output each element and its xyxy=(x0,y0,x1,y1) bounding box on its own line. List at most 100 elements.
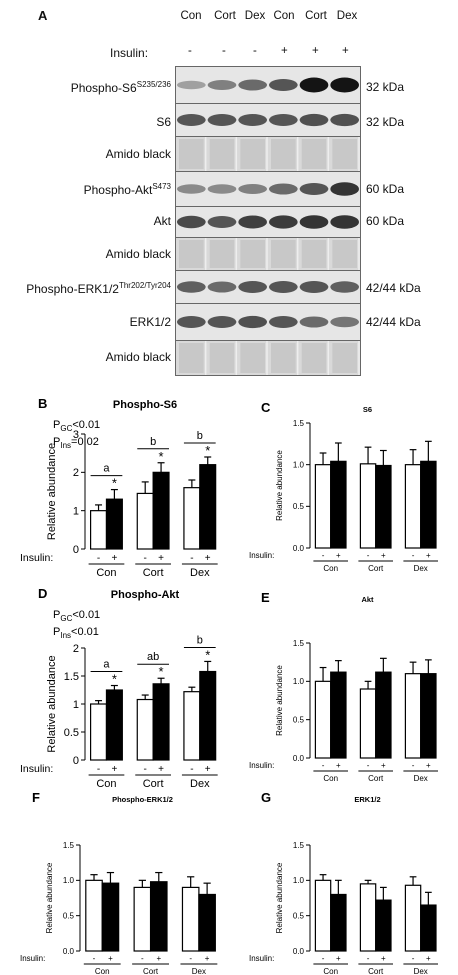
blot-background xyxy=(176,207,360,237)
y-tick-label: 1.0 xyxy=(293,677,305,686)
bar-g-con-plus xyxy=(330,893,347,952)
kda-label: 32 kDa xyxy=(366,115,405,129)
lane-header-1: Con xyxy=(180,10,202,22)
bar-c-con-plus xyxy=(330,460,347,549)
y-tick-label: 2 xyxy=(73,643,79,655)
chart-title: ERK1/2 xyxy=(354,795,380,804)
group-label: Con xyxy=(95,967,110,975)
bar-e-dex-plus xyxy=(420,673,437,759)
blot-image xyxy=(175,237,361,271)
chart-panel-g: G ERK1/2 0.0 0.5 1.0 1.5 Relative abundance - + C… xyxy=(249,790,438,975)
bar-b-con-minus xyxy=(89,510,108,550)
band xyxy=(177,184,206,194)
insulin-mark: - xyxy=(367,551,370,560)
blot-image xyxy=(175,340,361,376)
y-tick-label: 0.0 xyxy=(293,754,305,763)
band xyxy=(299,113,329,127)
blot-image xyxy=(175,171,361,207)
band xyxy=(238,184,267,194)
blot-background xyxy=(176,104,360,136)
lane-header-4: Con xyxy=(273,10,295,22)
y-tick-label: 1.5 xyxy=(293,419,305,428)
insulin-label: Insulin: xyxy=(20,763,53,775)
bar-e-cort-plus xyxy=(375,671,392,759)
bar-d-cort-minus xyxy=(136,698,154,761)
bar-d-con-plus xyxy=(105,689,123,761)
chart-title: Phospho-ERK1/2 xyxy=(112,795,173,804)
band xyxy=(299,77,329,93)
y-tick-label: 1.0 xyxy=(63,876,75,885)
panel-letter: E xyxy=(261,590,270,605)
y-tick-label: 0.5 xyxy=(293,911,305,920)
insulin-mark-4: + xyxy=(281,45,288,57)
band xyxy=(299,183,329,195)
insulin-mark: - xyxy=(141,954,144,963)
insulin-mark: - xyxy=(322,954,325,963)
band xyxy=(238,215,267,229)
significance-star: * xyxy=(112,672,117,687)
panel-letter: C xyxy=(261,400,271,415)
blot-background xyxy=(176,341,360,375)
y-tick-label: 1.5 xyxy=(63,841,75,850)
stain-lane xyxy=(332,240,357,268)
band xyxy=(207,80,237,90)
y-tick-label: 0.5 xyxy=(64,727,79,739)
blot-background xyxy=(176,238,360,270)
group-label: Cort xyxy=(368,967,384,975)
band xyxy=(207,316,237,328)
blot-svg xyxy=(176,341,360,375)
blot-background xyxy=(176,304,360,340)
insulin-mark: + xyxy=(111,764,117,775)
stain-lane xyxy=(271,343,296,373)
stain-lane xyxy=(332,139,357,169)
panel-letter: B xyxy=(38,396,47,411)
group-label: Cort xyxy=(143,967,159,975)
insulin-mark: + xyxy=(426,954,431,963)
insulin-mark: - xyxy=(144,764,147,775)
chart-panel-e: E Akt 0.0 0.5 1.0 1.5 Relative abundance - + Con -… xyxy=(249,590,438,783)
insulin-mark: + xyxy=(381,551,386,560)
insulin-mark: + xyxy=(426,551,431,560)
chart-title: S6 xyxy=(363,405,372,414)
y-axis-label: Relative abundance xyxy=(45,862,54,933)
y-tick-label: 2 xyxy=(73,467,79,479)
blot-image xyxy=(175,303,361,341)
bar-b-cort-plus xyxy=(152,471,170,550)
group-label: Con xyxy=(96,567,116,579)
blot-svg xyxy=(176,137,360,171)
insulin-mark: + xyxy=(205,553,211,564)
lane-header-6: Dex xyxy=(336,10,358,22)
y-axis-label: Relative abundance xyxy=(46,655,58,752)
band xyxy=(238,281,267,293)
stain-lane xyxy=(271,240,296,268)
blot-image xyxy=(175,66,361,104)
bar-f-cort-minus xyxy=(133,886,152,952)
band xyxy=(238,114,267,126)
group-label: Dex xyxy=(414,564,428,573)
stat-label: PIns<0.01 xyxy=(53,626,99,640)
group-label: Cort xyxy=(368,774,384,783)
insulin-label: Insulin: xyxy=(20,954,45,963)
group-label: Cort xyxy=(143,567,164,579)
bar-d-con-minus xyxy=(89,703,108,761)
insulin-mark-3: - xyxy=(253,45,257,57)
band xyxy=(269,183,298,195)
stat-label: PGC<0.01 xyxy=(53,609,100,623)
group-label: Dex xyxy=(190,567,210,579)
insulin-mark: + xyxy=(336,761,341,770)
bar-e-con-minus xyxy=(314,680,332,759)
bar-c-dex-minus xyxy=(404,464,422,549)
stain-lane xyxy=(301,240,327,268)
insulin-mark: - xyxy=(97,764,100,775)
y-axis-label: Relative abundance xyxy=(275,665,284,736)
band xyxy=(207,281,237,293)
band xyxy=(299,215,329,229)
group-label: Dex xyxy=(414,774,428,783)
group-label: Con xyxy=(96,778,116,790)
stain-lane xyxy=(179,139,204,169)
insulin-mark: + xyxy=(381,761,386,770)
group-label: Con xyxy=(323,774,338,783)
band xyxy=(207,114,237,126)
bar-b-dex-plus xyxy=(199,464,217,550)
insulin-mark: - xyxy=(367,761,370,770)
